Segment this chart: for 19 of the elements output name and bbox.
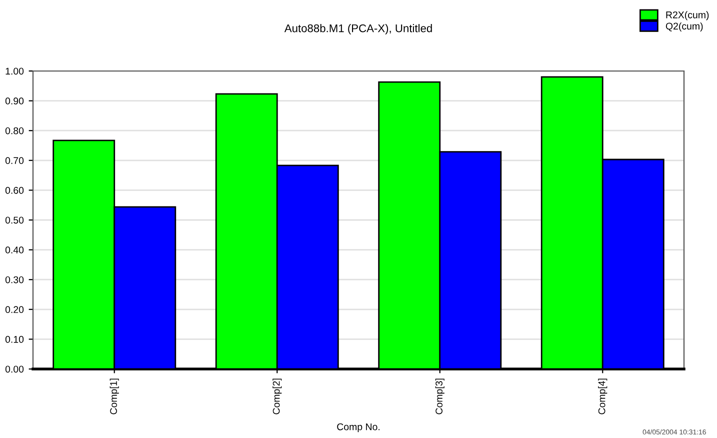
x-tick-label: Comp[2] bbox=[272, 378, 282, 414]
y-tick-label: 0.00 bbox=[5, 366, 24, 373]
y-tick-label: 0.80 bbox=[5, 127, 24, 134]
x-tick-label: Comp[1] bbox=[110, 378, 119, 414]
y-tick-label: 0.10 bbox=[5, 336, 24, 343]
y-tick-label: 0.30 bbox=[5, 276, 24, 284]
y-tick-label: 0.20 bbox=[5, 306, 24, 314]
chart-title: Auto88b.M1 (PCA-X), Untitled bbox=[284, 24, 432, 34]
legend-label: R2X(cum) bbox=[666, 11, 709, 20]
y-tick-label: 0.60 bbox=[5, 186, 24, 194]
y-tick-label: 0.70 bbox=[5, 157, 24, 164]
y-tick-label: 0.40 bbox=[5, 246, 24, 254]
x-tick-label: Comp[3] bbox=[435, 378, 444, 414]
y-tick-label: 0.50 bbox=[5, 216, 24, 224]
x-tick-label: Comp[4] bbox=[598, 378, 608, 414]
legend-label: Q2(cum) bbox=[666, 22, 703, 32]
y-tick-label: 0.90 bbox=[5, 98, 24, 104]
y-tick-label: 1.00 bbox=[6, 68, 24, 75]
x-axis-title: Comp No. bbox=[337, 423, 380, 432]
